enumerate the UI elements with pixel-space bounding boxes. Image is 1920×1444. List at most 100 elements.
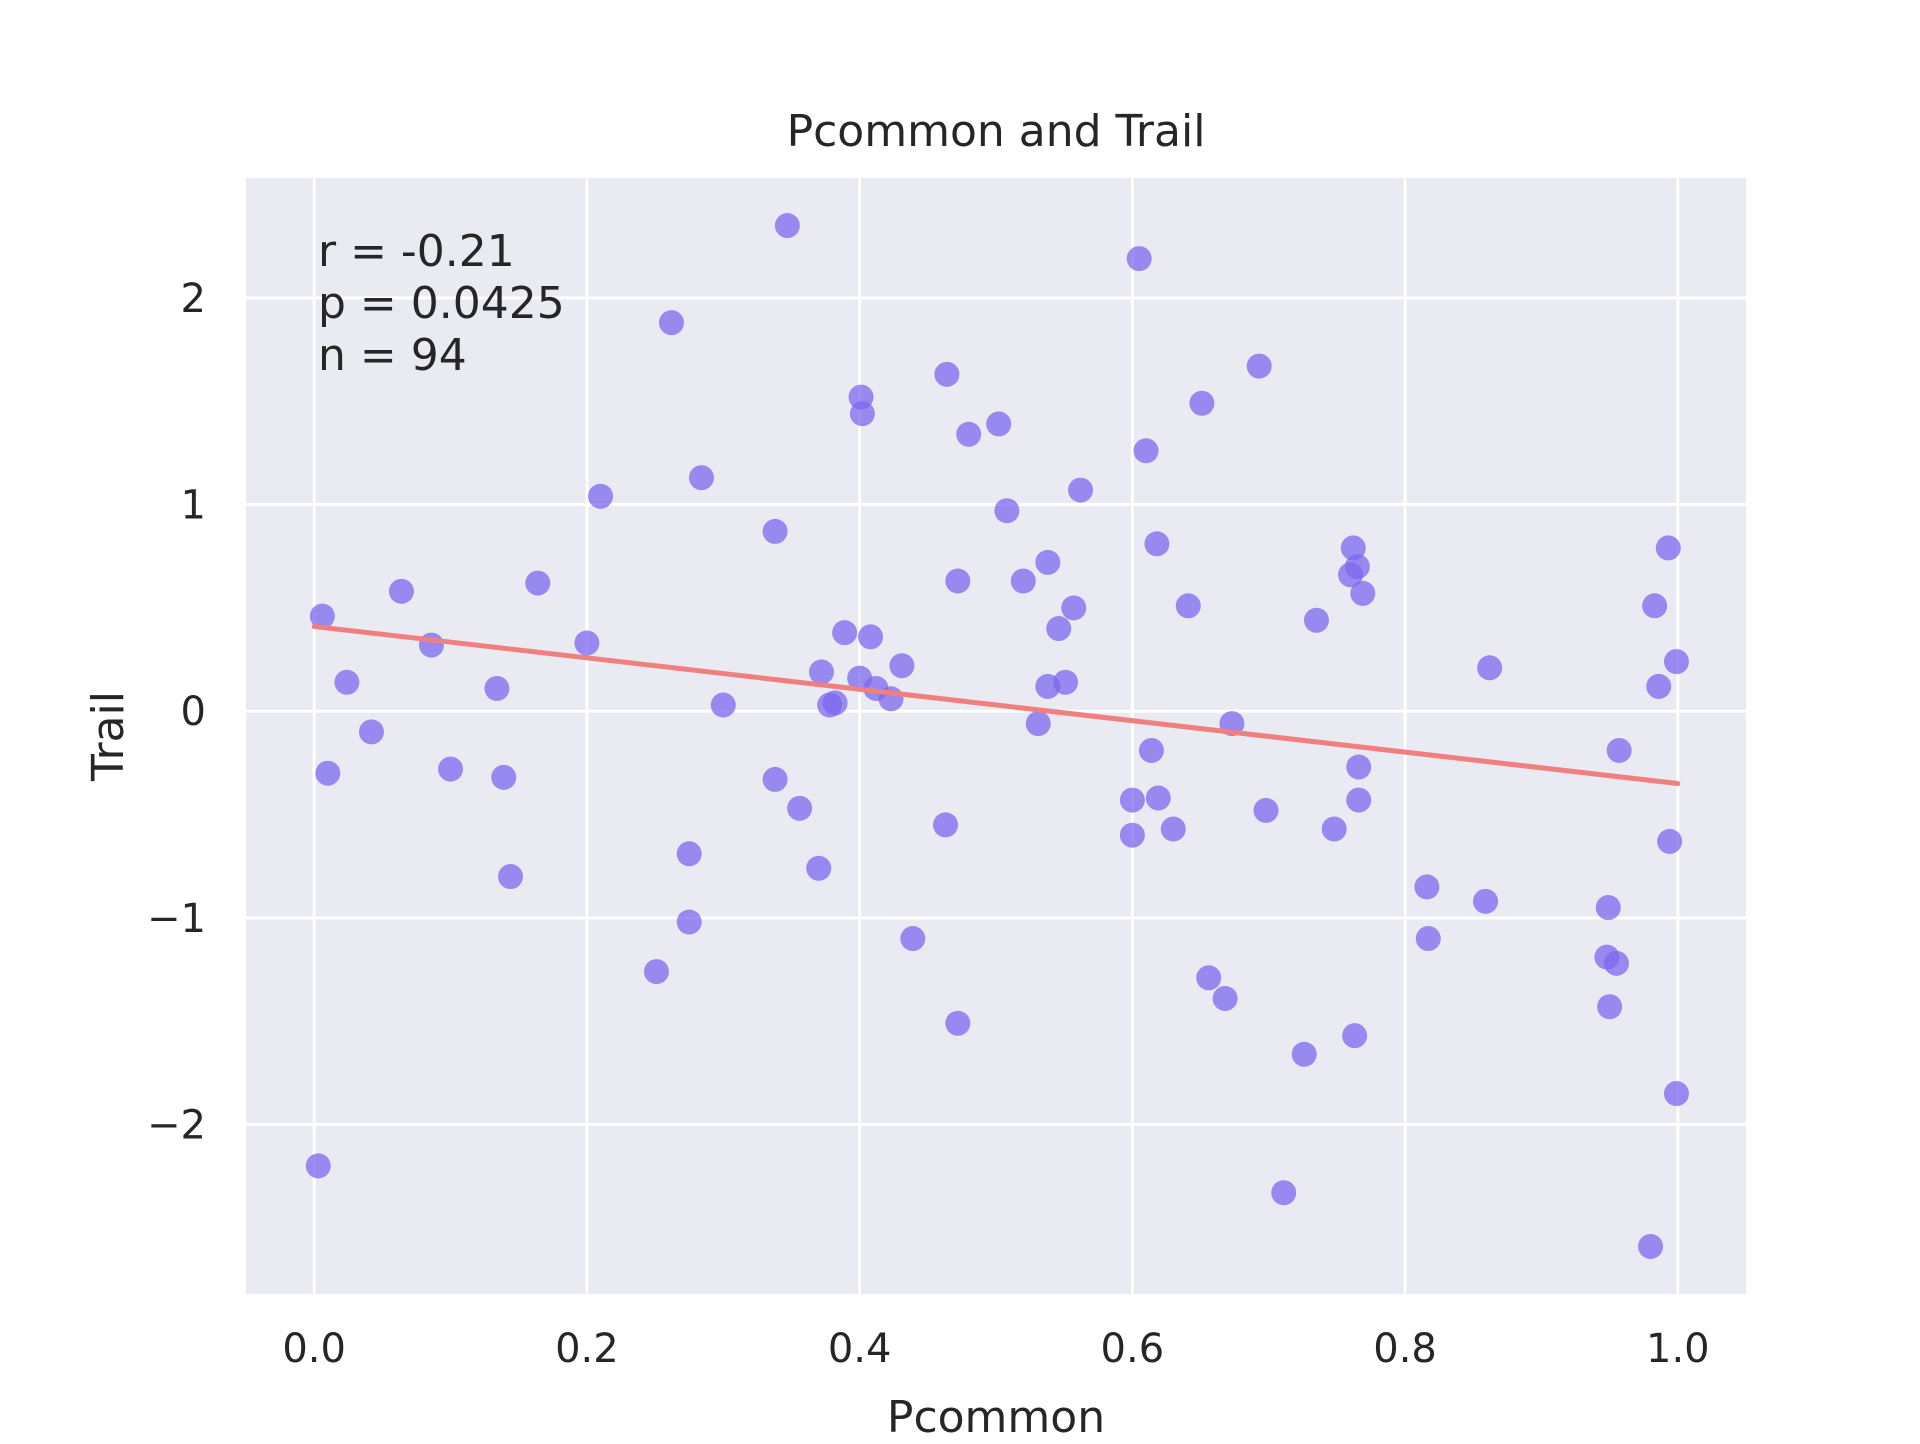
- scatter-point: [787, 795, 813, 821]
- scatter-point: [806, 855, 832, 881]
- annotation-p: p = 0.0425: [318, 278, 565, 329]
- scatter-point: [1321, 816, 1347, 842]
- scatter-point: [1346, 754, 1372, 780]
- scatter-point: [1160, 816, 1186, 842]
- scatter-point: [1655, 535, 1681, 561]
- scatter-point: [643, 959, 669, 985]
- scatter-point: [945, 1010, 971, 1036]
- scatter-point: [1253, 797, 1279, 823]
- scatter-point: [688, 465, 714, 491]
- scatter-point: [1638, 1233, 1664, 1259]
- scatter-point: [1212, 985, 1238, 1011]
- scatter-point: [762, 518, 788, 544]
- scatter-point: [418, 632, 444, 658]
- x-tick-label: 0.4: [828, 1326, 892, 1372]
- scatter-point: [1595, 895, 1621, 921]
- scatter-point: [1473, 888, 1499, 914]
- scatter-point: [1271, 1180, 1297, 1206]
- scatter-point: [388, 578, 414, 604]
- scatter-point: [986, 411, 1012, 437]
- plot-area: [246, 178, 1746, 1294]
- scatter-point: [1126, 246, 1152, 272]
- scatter-point: [808, 659, 834, 685]
- scatter-point: [1133, 438, 1159, 464]
- scatter-point: [438, 756, 464, 782]
- scatter-point: [1196, 965, 1222, 991]
- x-tick-label: 0.0: [282, 1326, 346, 1372]
- scatter-point: [676, 909, 702, 935]
- scatter-point: [1603, 950, 1629, 976]
- scatter-point: [1344, 554, 1370, 580]
- scatter-point: [574, 630, 600, 656]
- scatter-point: [1025, 711, 1051, 737]
- scatter-point: [1415, 926, 1441, 952]
- scatter-point: [305, 1153, 331, 1179]
- scatter-point: [945, 568, 971, 594]
- scatter-point: [658, 310, 684, 336]
- scatter-point: [774, 213, 800, 239]
- x-axis-label: Pcommon: [887, 1392, 1105, 1440]
- scatter-point: [491, 764, 517, 790]
- data-points: [305, 213, 1689, 1259]
- scatter-point: [900, 926, 926, 952]
- annotation-n: n = 94: [318, 330, 467, 381]
- scatter-point: [849, 401, 875, 427]
- scatter-point: [1046, 616, 1072, 642]
- scatter-point: [1606, 737, 1632, 763]
- y-tick-label: 1: [181, 483, 206, 529]
- scatter-point: [1663, 1081, 1689, 1107]
- scatter-point: [1138, 737, 1164, 763]
- scatter-point: [1414, 874, 1440, 900]
- scatter-point: [1189, 390, 1215, 416]
- scatter-point: [1340, 535, 1366, 561]
- scatter-point: [1477, 655, 1503, 681]
- scatter-point: [484, 675, 510, 701]
- scatter-point: [525, 570, 551, 596]
- y-tick-label: 2: [181, 276, 206, 322]
- tick-labels: 0.0 0.2 0.4 0.6 0.8 1.0 −2 −1 0 1 2: [147, 276, 1710, 1372]
- scatter-point: [1291, 1041, 1317, 1067]
- scatter-point: [1246, 353, 1272, 379]
- scatter-point: [832, 620, 858, 646]
- grid-lines: [246, 178, 1746, 1294]
- scatter-point: [994, 498, 1020, 524]
- x-tick-label: 0.2: [555, 1326, 619, 1372]
- scatter-point: [1053, 669, 1079, 695]
- scatter-point: [315, 760, 341, 786]
- scatter-point: [956, 421, 982, 447]
- scatter-point: [1663, 649, 1689, 675]
- scatter-point: [1068, 477, 1094, 503]
- scatter-point: [358, 719, 384, 745]
- annotation-r: r = -0.21: [318, 226, 515, 277]
- regression-line-group: [311, 623, 1681, 787]
- scatter-point: [588, 483, 614, 509]
- regression-line: [311, 623, 1681, 787]
- y-tick-label: −1: [147, 896, 206, 942]
- stats-annotation: r = -0.21 p = 0.0425 n = 94: [318, 226, 565, 381]
- scatter-point: [1035, 549, 1061, 575]
- scatter-point: [1657, 828, 1683, 854]
- y-tick-label: 0: [181, 689, 206, 735]
- y-axis-label: Trail: [83, 691, 134, 782]
- scatter-point: [498, 864, 524, 890]
- scatter-point: [1303, 607, 1329, 633]
- scatter-point: [676, 841, 702, 867]
- scatter-point: [710, 692, 736, 718]
- scatter-point: [1342, 1023, 1368, 1049]
- scatter-point: [1642, 593, 1668, 619]
- scatter-point: [1597, 994, 1623, 1020]
- scatter-point: [1061, 595, 1087, 621]
- scatter-point: [1119, 822, 1145, 848]
- scatter-point: [309, 603, 335, 629]
- scatter-point: [1145, 785, 1171, 811]
- x-tick-label: 0.6: [1101, 1326, 1165, 1372]
- scatter-point: [934, 361, 960, 387]
- scatter-point: [822, 690, 848, 716]
- scatter-point: [1010, 568, 1036, 594]
- x-tick-label: 0.8: [1373, 1326, 1437, 1372]
- scatter-point: [1646, 673, 1672, 699]
- scatter-point: [1350, 580, 1376, 606]
- scatter-point: [334, 669, 360, 695]
